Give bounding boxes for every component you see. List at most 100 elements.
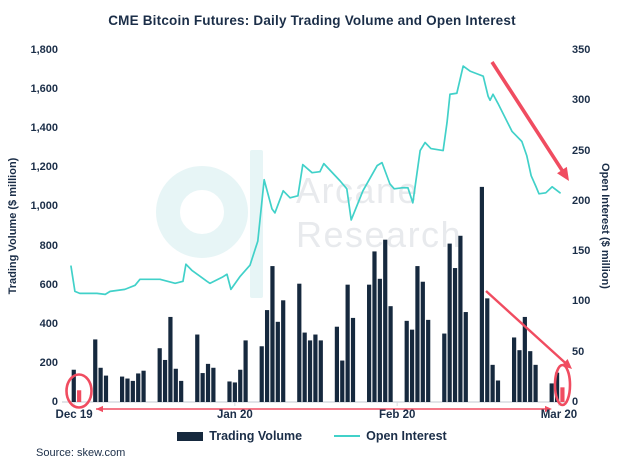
volume-bar [517, 350, 522, 402]
volume-bar [168, 316, 173, 402]
volume-swatch-icon [177, 431, 204, 441]
volume-bar [125, 378, 130, 402]
volume-bar [162, 359, 168, 402]
chart-title: CME Bitcoin Futures: Daily Trading Volum… [108, 13, 516, 28]
volume-bar [136, 373, 141, 402]
right-axis-tick: 150 [572, 245, 591, 258]
right-axis-tick: 350 [572, 44, 591, 56]
volume-bar [350, 317, 356, 402]
volume-bar [281, 300, 286, 402]
volume-bar [409, 329, 415, 402]
legend-label-trading-volume: Trading Volume [209, 429, 303, 443]
volume-bar [227, 381, 232, 402]
volume-decline-arrow [485, 290, 570, 367]
volume-bar [211, 367, 216, 402]
volume-bar [415, 266, 420, 402]
volume-bar [334, 326, 339, 402]
volume-bar [195, 334, 200, 402]
volume-bar [307, 340, 313, 402]
volume-bar [383, 239, 388, 402]
left-axis-tick: 600 [39, 278, 58, 291]
volume-bar [533, 364, 538, 402]
left-axis-tick: 200 [39, 356, 58, 369]
volume-bar [495, 380, 501, 402]
volume-bar-highlighted [560, 387, 565, 402]
volume-bar [318, 340, 323, 402]
volume-bar [238, 369, 243, 402]
volume-bar [264, 310, 270, 402]
volume-bar [243, 340, 248, 402]
left-axis-title: Trading Volume ($ million) [7, 157, 19, 295]
volume-bar [485, 298, 490, 402]
legend: Trading Volume Open Interest [0, 429, 624, 443]
right-axis-tick: 250 [572, 144, 591, 157]
x-axis-tick-dec-19: Dec 19 [55, 409, 93, 421]
volume-bar [232, 382, 237, 402]
volume-bar [270, 266, 275, 402]
volume-bar [377, 278, 382, 402]
date-span-arrow-head [96, 405, 103, 413]
volume-bar [426, 319, 431, 402]
arcane-logo-ring-icon [156, 166, 248, 258]
start-bar-highlight [65, 373, 93, 409]
legend-label-open-interest: Open Interest [366, 429, 447, 443]
right-axis-title: Open Interest ($ million) [599, 163, 611, 289]
right-axis-tick: 200 [572, 194, 591, 207]
volume-bar [275, 321, 280, 402]
right-axis-tick: 300 [572, 94, 591, 107]
left-axis-tick: 800 [39, 239, 58, 252]
volume-bar [458, 235, 463, 402]
volume-bar [130, 380, 135, 402]
volume-bar [463, 312, 468, 402]
legend-item-trading-volume: Trading Volume [177, 429, 302, 443]
x-axis-tick-feb-20: Feb 20 [378, 409, 416, 421]
volume-bar [259, 346, 264, 402]
volume-bar [404, 320, 409, 402]
left-axis-tick: 1,800 [30, 44, 58, 56]
right-axis-tick: 50 [572, 345, 585, 358]
volume-bar [442, 333, 447, 402]
volume-bar [554, 372, 560, 402]
watermark-line2: Research [296, 214, 463, 255]
volume-bar [345, 284, 350, 402]
x-axis-tick-mar-20: Mar 20 [540, 409, 578, 421]
volume-bar [479, 186, 484, 402]
volume-bar [157, 348, 162, 402]
volume-bar [205, 363, 211, 402]
right-axis-tick: 100 [572, 295, 591, 308]
volume-bar [98, 367, 103, 402]
volume-bar [528, 351, 533, 402]
volume-bar [372, 251, 377, 402]
legend-item-open-interest: Open Interest [334, 429, 447, 443]
volume-bar [119, 376, 125, 402]
left-axis-tick: 1,600 [30, 83, 58, 96]
volume-bar [452, 268, 458, 402]
open-interest-decline-arrow [490, 61, 567, 177]
right-axis-tick: 0 [572, 396, 579, 408]
x-axis-tick-jan-20: Jan 20 [216, 409, 253, 421]
volume-bar [512, 337, 517, 402]
volume-bar [367, 284, 372, 402]
volume-bar [173, 368, 178, 402]
volume-decline-arrow-head [561, 358, 572, 369]
volume-bar [179, 380, 184, 402]
volume-bar [420, 281, 425, 402]
volume-bar [141, 370, 146, 402]
volume-bar [71, 369, 76, 402]
left-axis-tick: 1,000 [30, 200, 58, 213]
volume-bar [490, 364, 495, 402]
left-axis-tick: 400 [39, 317, 58, 330]
volume-bar [297, 283, 302, 402]
left-axis-tick: 1,200 [30, 161, 58, 174]
volume-bar [200, 373, 205, 402]
volume-bar [447, 243, 452, 402]
open-interest-swatch-icon [334, 434, 361, 438]
left-axis-tick: 1,400 [30, 122, 58, 135]
volume-bar [302, 332, 307, 402]
volume-bar [93, 339, 98, 402]
left-axis-tick: 0 [51, 396, 58, 408]
open-interest-line [70, 65, 561, 296]
open-interest-decline-arrow-head [557, 166, 569, 181]
